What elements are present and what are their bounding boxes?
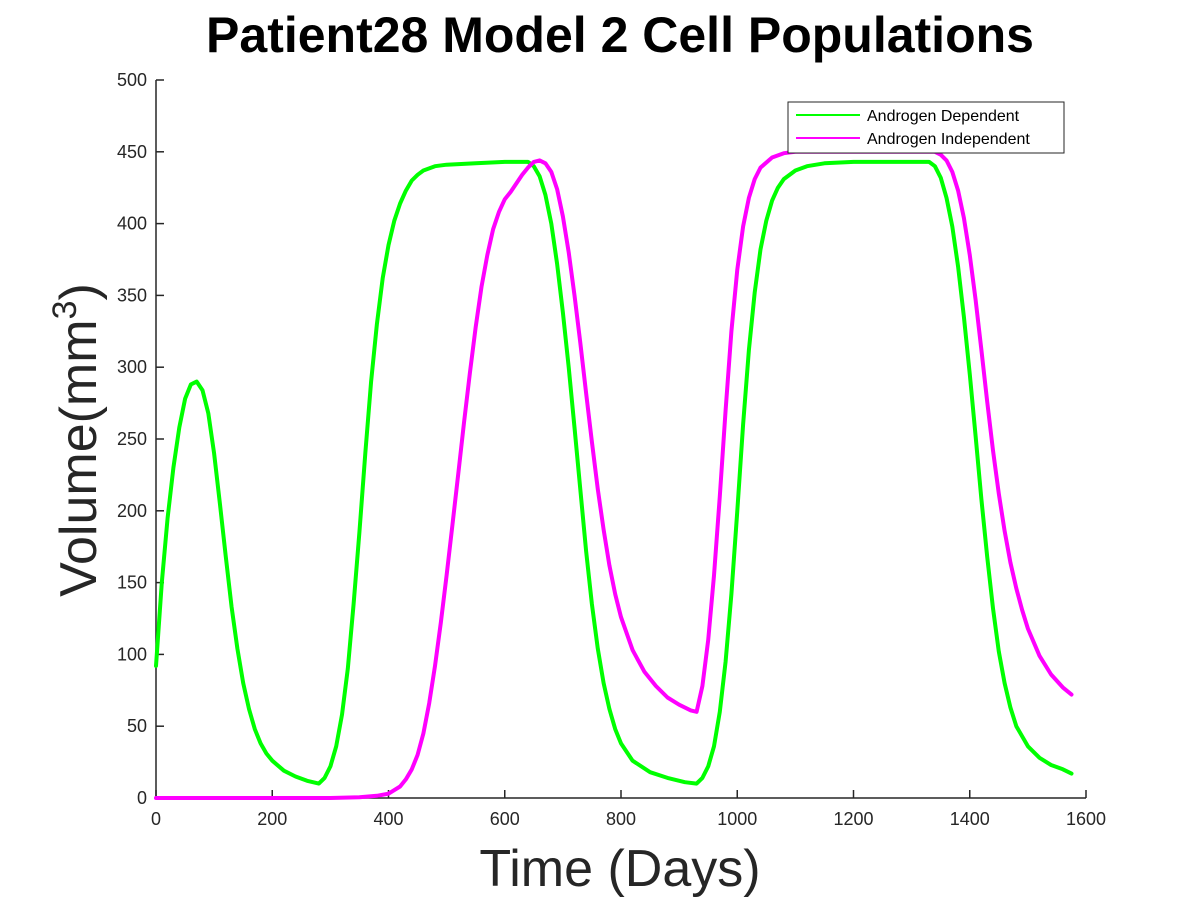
chart-title: Patient28 Model 2 Cell Populations: [206, 7, 1034, 63]
y-axis-label: Volume(mm3): [46, 283, 108, 597]
y-tick-label: 150: [117, 573, 147, 593]
legend-label-androgen-dependent: Androgen Dependent: [867, 108, 1020, 125]
x-tick-label: 1600: [1066, 809, 1106, 829]
series-line-androgen-dependent: [154, 159, 1074, 786]
y-tick-label: 400: [117, 214, 147, 234]
series-line-androgen-independent: [154, 149, 1074, 800]
y-tick-label: 300: [117, 357, 147, 377]
y-axis-label-group: Volume(mm3): [46, 283, 108, 597]
x-axis-label: Time (Days): [479, 840, 760, 898]
series-group: [154, 149, 1074, 800]
x-ticks: 0 200 400 600 800 1000 1200 1400 1600: [151, 790, 1106, 829]
x-tick-label: 600: [490, 809, 520, 829]
x-tick-label: 1200: [833, 809, 873, 829]
y-tick-label: 250: [117, 429, 147, 449]
y-tick-label: 500: [117, 70, 147, 90]
x-tick-label: 1400: [950, 809, 990, 829]
x-tick-label: 400: [373, 809, 403, 829]
legend-box: [787, 101, 1065, 154]
y-axis-label-close: ): [50, 283, 108, 300]
y-tick-label: 350: [117, 285, 147, 305]
x-tick-label: 200: [257, 809, 287, 829]
x-tick-label: 1000: [717, 809, 757, 829]
y-axis-label-superscript: 3: [46, 301, 84, 320]
legend: Androgen Dependent Androgen Independent: [787, 101, 1065, 154]
legend-label-androgen-independent: Androgen Independent: [867, 131, 1030, 148]
y-tick-label: 450: [117, 142, 147, 162]
x-tick-label: 0: [151, 809, 161, 829]
x-tick-label: 800: [606, 809, 636, 829]
y-tick-label: 100: [117, 644, 147, 664]
y-ticks: 0 50 100 150 200 250 300 350 400 450 500: [117, 70, 164, 808]
y-axis-label-main: Volume(mm: [50, 319, 108, 596]
y-tick-label: 0: [137, 788, 147, 808]
y-tick-label: 50: [127, 716, 147, 736]
y-tick-label: 200: [117, 501, 147, 521]
